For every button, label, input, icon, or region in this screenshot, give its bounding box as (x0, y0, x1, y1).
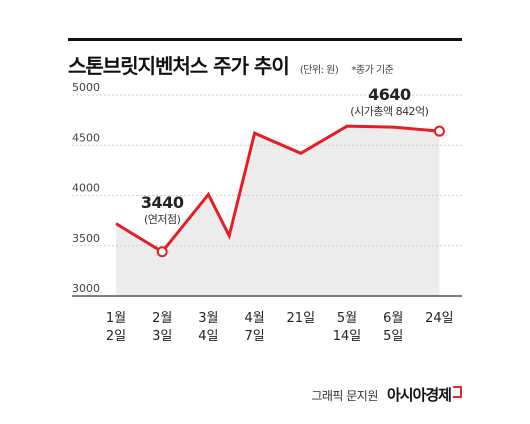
basis-note: *종가 기준 (351, 65, 394, 76)
y-tick-label: 4000 (72, 182, 100, 195)
chart-title: 스톤브릿지벤처스 주가 추이 (68, 54, 290, 78)
y-tick-label: 3500 (72, 232, 100, 245)
data-label-value: 3440 (141, 193, 184, 212)
data-label-note: (시가총액 842억) (350, 105, 428, 118)
credit-label: 그래픽 문지원 (311, 389, 378, 403)
x-tick-label: 1월 2일 (106, 311, 126, 344)
price-line (115, 124, 440, 254)
x-tick-label: 6월 5일 (383, 311, 403, 344)
area-fill (116, 126, 440, 296)
x-tick-label: 24일 (425, 311, 454, 326)
x-tick-label: 3월 4일 (198, 311, 218, 344)
data-label-note: (연저점) (144, 213, 181, 226)
x-tick-label: 2월 3일 (152, 311, 172, 344)
publisher-brand: 아시아경제 (386, 386, 452, 404)
title-rule (68, 38, 462, 41)
x-tick-label: 21일 (287, 311, 316, 326)
credit: 그래픽 문지원 아시아경제 (311, 384, 462, 405)
data-point (433, 125, 445, 137)
x-tick-label: 4월 7일 (244, 311, 264, 344)
unit-label: (단위: 원) (299, 65, 339, 76)
y-tick-label: 3000 (72, 282, 100, 295)
y-tick-label: 4500 (72, 131, 100, 144)
data-point (156, 246, 168, 258)
x-tick-label: 5월 14일 (333, 311, 362, 344)
data-label-value: 4640 (368, 85, 411, 104)
header: 스톤브릿지벤처스 주가 추이 (단위: 원) *종가 기준 (68, 50, 394, 79)
y-tick-label: 5000 (72, 81, 100, 94)
brand-logo-icon (453, 386, 462, 398)
